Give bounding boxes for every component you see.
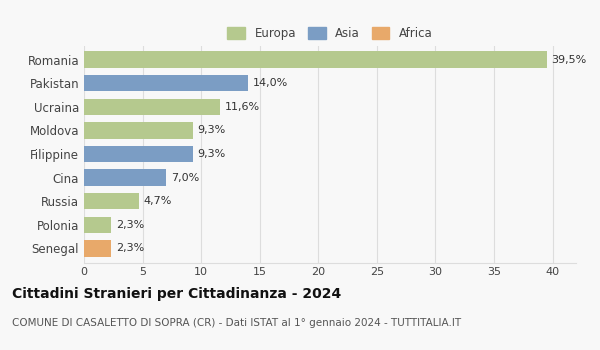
Bar xyxy=(84,75,248,91)
Bar xyxy=(84,193,139,209)
Text: 2,3%: 2,3% xyxy=(116,243,144,253)
Bar xyxy=(84,146,193,162)
Text: COMUNE DI CASALETTO DI SOPRA (CR) - Dati ISTAT al 1° gennaio 2024 - TUTTITALIA.I: COMUNE DI CASALETTO DI SOPRA (CR) - Dati… xyxy=(12,318,461,329)
Text: 9,3%: 9,3% xyxy=(197,149,226,159)
Bar xyxy=(84,217,111,233)
Text: Cittadini Stranieri per Cittadinanza - 2024: Cittadini Stranieri per Cittadinanza - 2… xyxy=(12,287,341,301)
Text: 11,6%: 11,6% xyxy=(224,102,260,112)
Legend: Europa, Asia, Africa: Europa, Asia, Africa xyxy=(224,23,436,43)
Text: 2,3%: 2,3% xyxy=(116,220,144,230)
Bar xyxy=(84,169,166,186)
Bar xyxy=(84,122,193,139)
Bar xyxy=(84,99,220,115)
Text: 7,0%: 7,0% xyxy=(170,173,199,183)
Text: 4,7%: 4,7% xyxy=(144,196,172,206)
Text: 14,0%: 14,0% xyxy=(253,78,288,88)
Text: 39,5%: 39,5% xyxy=(551,55,587,65)
Bar xyxy=(84,51,547,68)
Bar xyxy=(84,240,111,257)
Text: 9,3%: 9,3% xyxy=(197,125,226,135)
